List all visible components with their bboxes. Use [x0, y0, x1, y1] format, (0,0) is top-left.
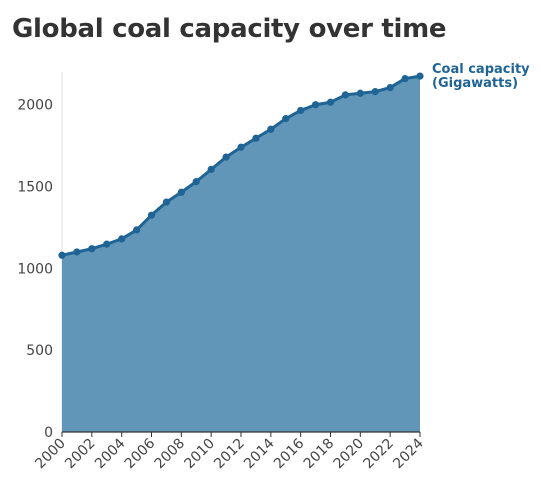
y-tick-label: 2000 — [17, 98, 53, 114]
x-tick-label: 2004 — [92, 435, 129, 472]
y-axis: 0 500 1000 1500 2000 — [17, 72, 63, 441]
data-point — [132, 226, 141, 234]
data-point — [162, 198, 171, 206]
data-point — [341, 91, 350, 99]
data-point — [73, 248, 81, 256]
data-point — [371, 88, 379, 96]
x-tick-label: 2016 — [271, 435, 308, 472]
x-tick-label: 2010 — [181, 436, 218, 473]
x-tick-label: 2018 — [301, 436, 338, 473]
data-point — [147, 211, 156, 219]
data-point — [88, 245, 96, 253]
y-tick-label: 1000 — [17, 261, 53, 277]
x-tick-label: 2024 — [390, 435, 427, 472]
data-point — [118, 235, 126, 243]
x-axis: 2000200220042006200820102012201420162018… — [32, 431, 427, 473]
data-point — [177, 188, 185, 196]
x-tick-label: 2022 — [360, 436, 397, 473]
data-point — [356, 89, 364, 97]
y-tick-label: 0 — [44, 425, 53, 441]
x-tick-label: 2002 — [62, 436, 99, 473]
data-point — [207, 165, 215, 173]
data-point — [386, 83, 394, 92]
data-point — [416, 72, 424, 80]
x-tick-label: 2020 — [331, 436, 368, 473]
data-point — [326, 98, 335, 106]
series-area — [62, 76, 420, 432]
data-point — [237, 143, 245, 151]
x-tick-label: 2012 — [211, 436, 248, 473]
data-point — [103, 240, 111, 248]
data-point — [192, 178, 200, 186]
x-tick-label: 2006 — [122, 435, 159, 472]
x-tick-label: 2014 — [241, 435, 278, 472]
series-label: Coal capacity (Gigawatts) — [432, 62, 530, 91]
series-labels: Coal capacity (Gigawatts) — [432, 62, 530, 91]
data-point — [297, 106, 305, 115]
data-point — [58, 251, 66, 259]
data-point — [401, 74, 409, 83]
data-point — [222, 153, 230, 161]
y-tick-label: 500 — [26, 343, 53, 359]
x-tick-label: 2008 — [152, 436, 189, 473]
chart-title: Global coal capacity over time — [12, 14, 447, 44]
data-point — [311, 101, 320, 109]
data-point — [252, 134, 260, 142]
data-point — [267, 125, 275, 133]
plot-area — [58, 72, 424, 432]
data-point — [282, 115, 290, 123]
y-tick-label: 1500 — [17, 180, 53, 196]
